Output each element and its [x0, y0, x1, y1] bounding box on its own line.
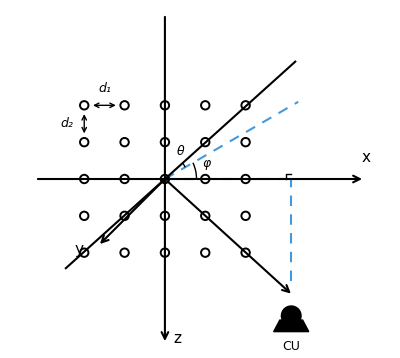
Polygon shape: [274, 320, 309, 332]
Text: φ: φ: [202, 157, 210, 170]
Text: y: y: [75, 242, 84, 257]
Text: d₂: d₂: [61, 117, 74, 130]
Text: CU: CU: [282, 340, 300, 353]
Text: x: x: [361, 150, 370, 165]
Text: z: z: [174, 331, 182, 346]
Text: d₁: d₁: [98, 82, 111, 95]
Text: θ: θ: [176, 145, 184, 158]
Circle shape: [281, 306, 301, 326]
